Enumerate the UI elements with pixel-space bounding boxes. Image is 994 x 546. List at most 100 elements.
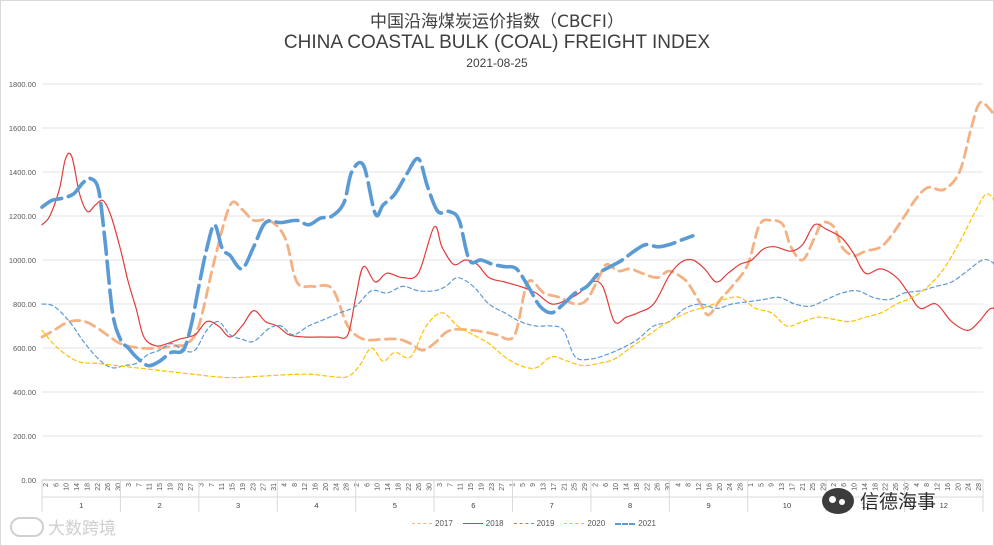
x-tick-label: 19 — [478, 483, 485, 491]
x-tick-label: 4 — [281, 483, 288, 487]
x-tick-label: 7 — [136, 483, 143, 487]
x-tick-label: 12 — [302, 483, 309, 491]
legend-item-2018: 2018 — [462, 519, 504, 528]
x-tick-label: 8 — [924, 483, 931, 487]
x-tick-label: 29 — [582, 483, 589, 491]
x-tick-label: 6 — [603, 483, 610, 487]
y-tick-label: 400.00 — [13, 388, 36, 397]
x-tick-label: 30 — [903, 483, 910, 491]
x-tick-label: 11 — [147, 483, 154, 490]
month-label: 2 — [158, 501, 162, 510]
y-tick-label: 800.00 — [13, 300, 36, 309]
x-tick-label: 12 — [696, 483, 703, 491]
x-tick-label: 30 — [427, 483, 434, 491]
grid-lines — [42, 83, 983, 481]
month-label: 10 — [783, 501, 791, 510]
month-label: 9 — [706, 501, 710, 510]
x-tick-label: 17 — [551, 483, 558, 491]
x-tick-label: 24 — [727, 483, 734, 491]
legend-swatch — [564, 523, 585, 524]
legend-item-2017: 2017 — [412, 519, 453, 528]
x-tick-label: 8 — [292, 483, 299, 487]
series-line-2020 — [41, 193, 994, 379]
x-tick-label: 18 — [634, 483, 641, 491]
x-tick-label: 11 — [219, 483, 226, 490]
month-label: 3 — [236, 501, 240, 510]
chart-legend: 2017 2018 2019 2020 2021 — [412, 519, 656, 528]
x-tick-label: 30 — [665, 483, 672, 491]
x-tick-label: 25 — [572, 483, 579, 491]
x-tick-label: 3 — [199, 483, 206, 487]
x-tick-label: 7 — [209, 483, 216, 487]
x-tick-label: 14 — [862, 483, 869, 491]
x-tick-label: 18 — [395, 483, 402, 491]
x-tick-label: 9 — [769, 483, 776, 487]
x-tick-label: 17 — [789, 483, 796, 491]
month-label: 11 — [861, 501, 869, 510]
x-tick-label: 14 — [385, 483, 392, 491]
legend-swatch — [412, 523, 432, 524]
x-tick-label: 5 — [520, 483, 527, 487]
chart-date: 2021-08-25 — [466, 56, 528, 70]
x-tick-label: 2 — [592, 483, 599, 487]
x-tick-label: 3 — [126, 483, 133, 487]
legend-label: 2021 — [638, 519, 656, 528]
x-tick-label: 2 — [831, 483, 838, 487]
x-tick-label: 22 — [644, 483, 651, 491]
month-label: 4 — [314, 501, 318, 510]
x-tick-label: 26 — [893, 483, 900, 491]
x-tick-label: 14 — [74, 483, 81, 491]
x-tick-label: 4 — [914, 483, 921, 487]
x-tick-label: 18 — [872, 483, 879, 491]
y-tick-label: 1800.00 — [9, 80, 36, 89]
x-tick-label: 22 — [406, 483, 413, 491]
x-tick-label: 28 — [976, 483, 983, 491]
y-tick-label: 1200.00 — [9, 212, 36, 221]
watermark-xindehaishi: 信德海事 — [822, 487, 936, 514]
y-tick-label: 1000.00 — [9, 256, 36, 265]
x-tick-label: 30 — [116, 483, 123, 491]
legend-item-2020: 2020 — [564, 519, 605, 528]
x-tick-label: 3 — [437, 483, 444, 487]
x-tick-label: 13 — [779, 483, 786, 491]
legend-label: 2019 — [536, 519, 555, 528]
x-tick-label: 6 — [841, 483, 848, 487]
x-tick-label: 21 — [800, 483, 807, 491]
x-tick-label: 10 — [613, 483, 620, 491]
legend-label: 2020 — [587, 519, 606, 528]
x-tick-label: 15 — [157, 483, 164, 491]
legend-swatch — [462, 523, 483, 524]
watermark-right-text: 信德海事 — [860, 491, 937, 513]
month-label: 5 — [393, 501, 397, 510]
y-tick-label: 600.00 — [13, 344, 36, 353]
x-tick-label: 27 — [261, 483, 268, 491]
x-tick-label: 10 — [852, 483, 859, 491]
x-tick-label: 24 — [333, 483, 340, 491]
x-tick-label: 8 — [686, 483, 693, 487]
x-tick-label: 10 — [64, 483, 71, 491]
wechat-logo-icon — [822, 487, 854, 514]
x-tick-label: 19 — [167, 483, 174, 491]
month-label: 6 — [471, 501, 475, 510]
x-tick-label: 18 — [84, 483, 91, 491]
chart-title-en: CHINA COASTAL BULK (COAL) FREIGHT INDEX — [283, 32, 711, 53]
x-tick-label: 5 — [758, 483, 765, 487]
x-tick-label: 12 — [935, 483, 942, 491]
x-tick-label: 26 — [416, 483, 423, 491]
chart-title-cn: 中国沿海煤炭运价指数（CBCFI） — [370, 12, 624, 32]
watermark-left-text: 大数跨境 — [48, 519, 116, 539]
x-tick-label: 7 — [447, 483, 454, 487]
legend-label: 2017 — [435, 519, 453, 528]
x-tick-label: 2 — [354, 483, 361, 487]
x-tick-label: 22 — [883, 483, 890, 491]
x-tick-label: 4 — [675, 483, 682, 487]
legend-item-2019: 2019 — [513, 519, 555, 528]
x-tick-label: 26 — [655, 483, 662, 491]
legend-swatch — [615, 522, 636, 525]
x-tick-label: 26 — [105, 483, 112, 491]
x-tick-label: 20 — [717, 483, 724, 491]
x-tick-label: 14 — [624, 483, 631, 491]
x-tick-label: 23 — [250, 483, 257, 491]
x-tick-label: 21 — [561, 483, 568, 491]
y-tick-label: 1400.00 — [9, 168, 36, 177]
